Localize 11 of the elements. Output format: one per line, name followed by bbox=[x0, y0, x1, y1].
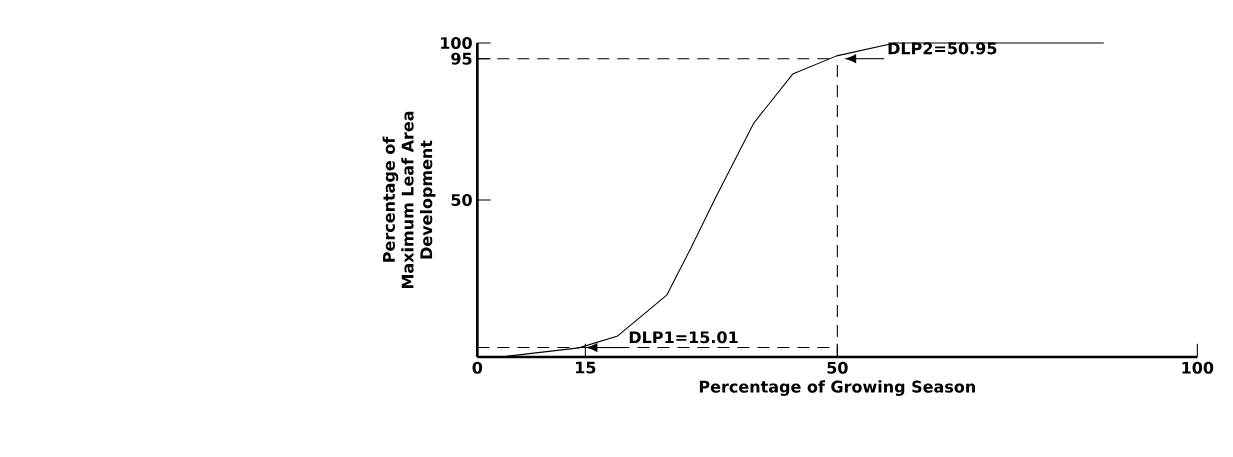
x-tick-label: 50 bbox=[827, 361, 848, 374]
x-tick-label: 15 bbox=[576, 361, 596, 374]
x-axis-title: Percentage of Growing Season bbox=[699, 380, 975, 396]
annotation: DLP2=50.95 bbox=[888, 42, 997, 55]
y-tick-label: 50 bbox=[451, 193, 472, 207]
y-tick-label: 100 bbox=[441, 36, 472, 50]
y-tick-label: 95 bbox=[451, 52, 472, 65]
annotation: DLP1=15.01 bbox=[629, 331, 738, 344]
x-tick-label: 100 bbox=[1182, 361, 1214, 374]
x-tick-label: 0 bbox=[472, 361, 483, 374]
y-axis-title: Percentage of Maximum Leaf Area Development bbox=[382, 111, 436, 289]
